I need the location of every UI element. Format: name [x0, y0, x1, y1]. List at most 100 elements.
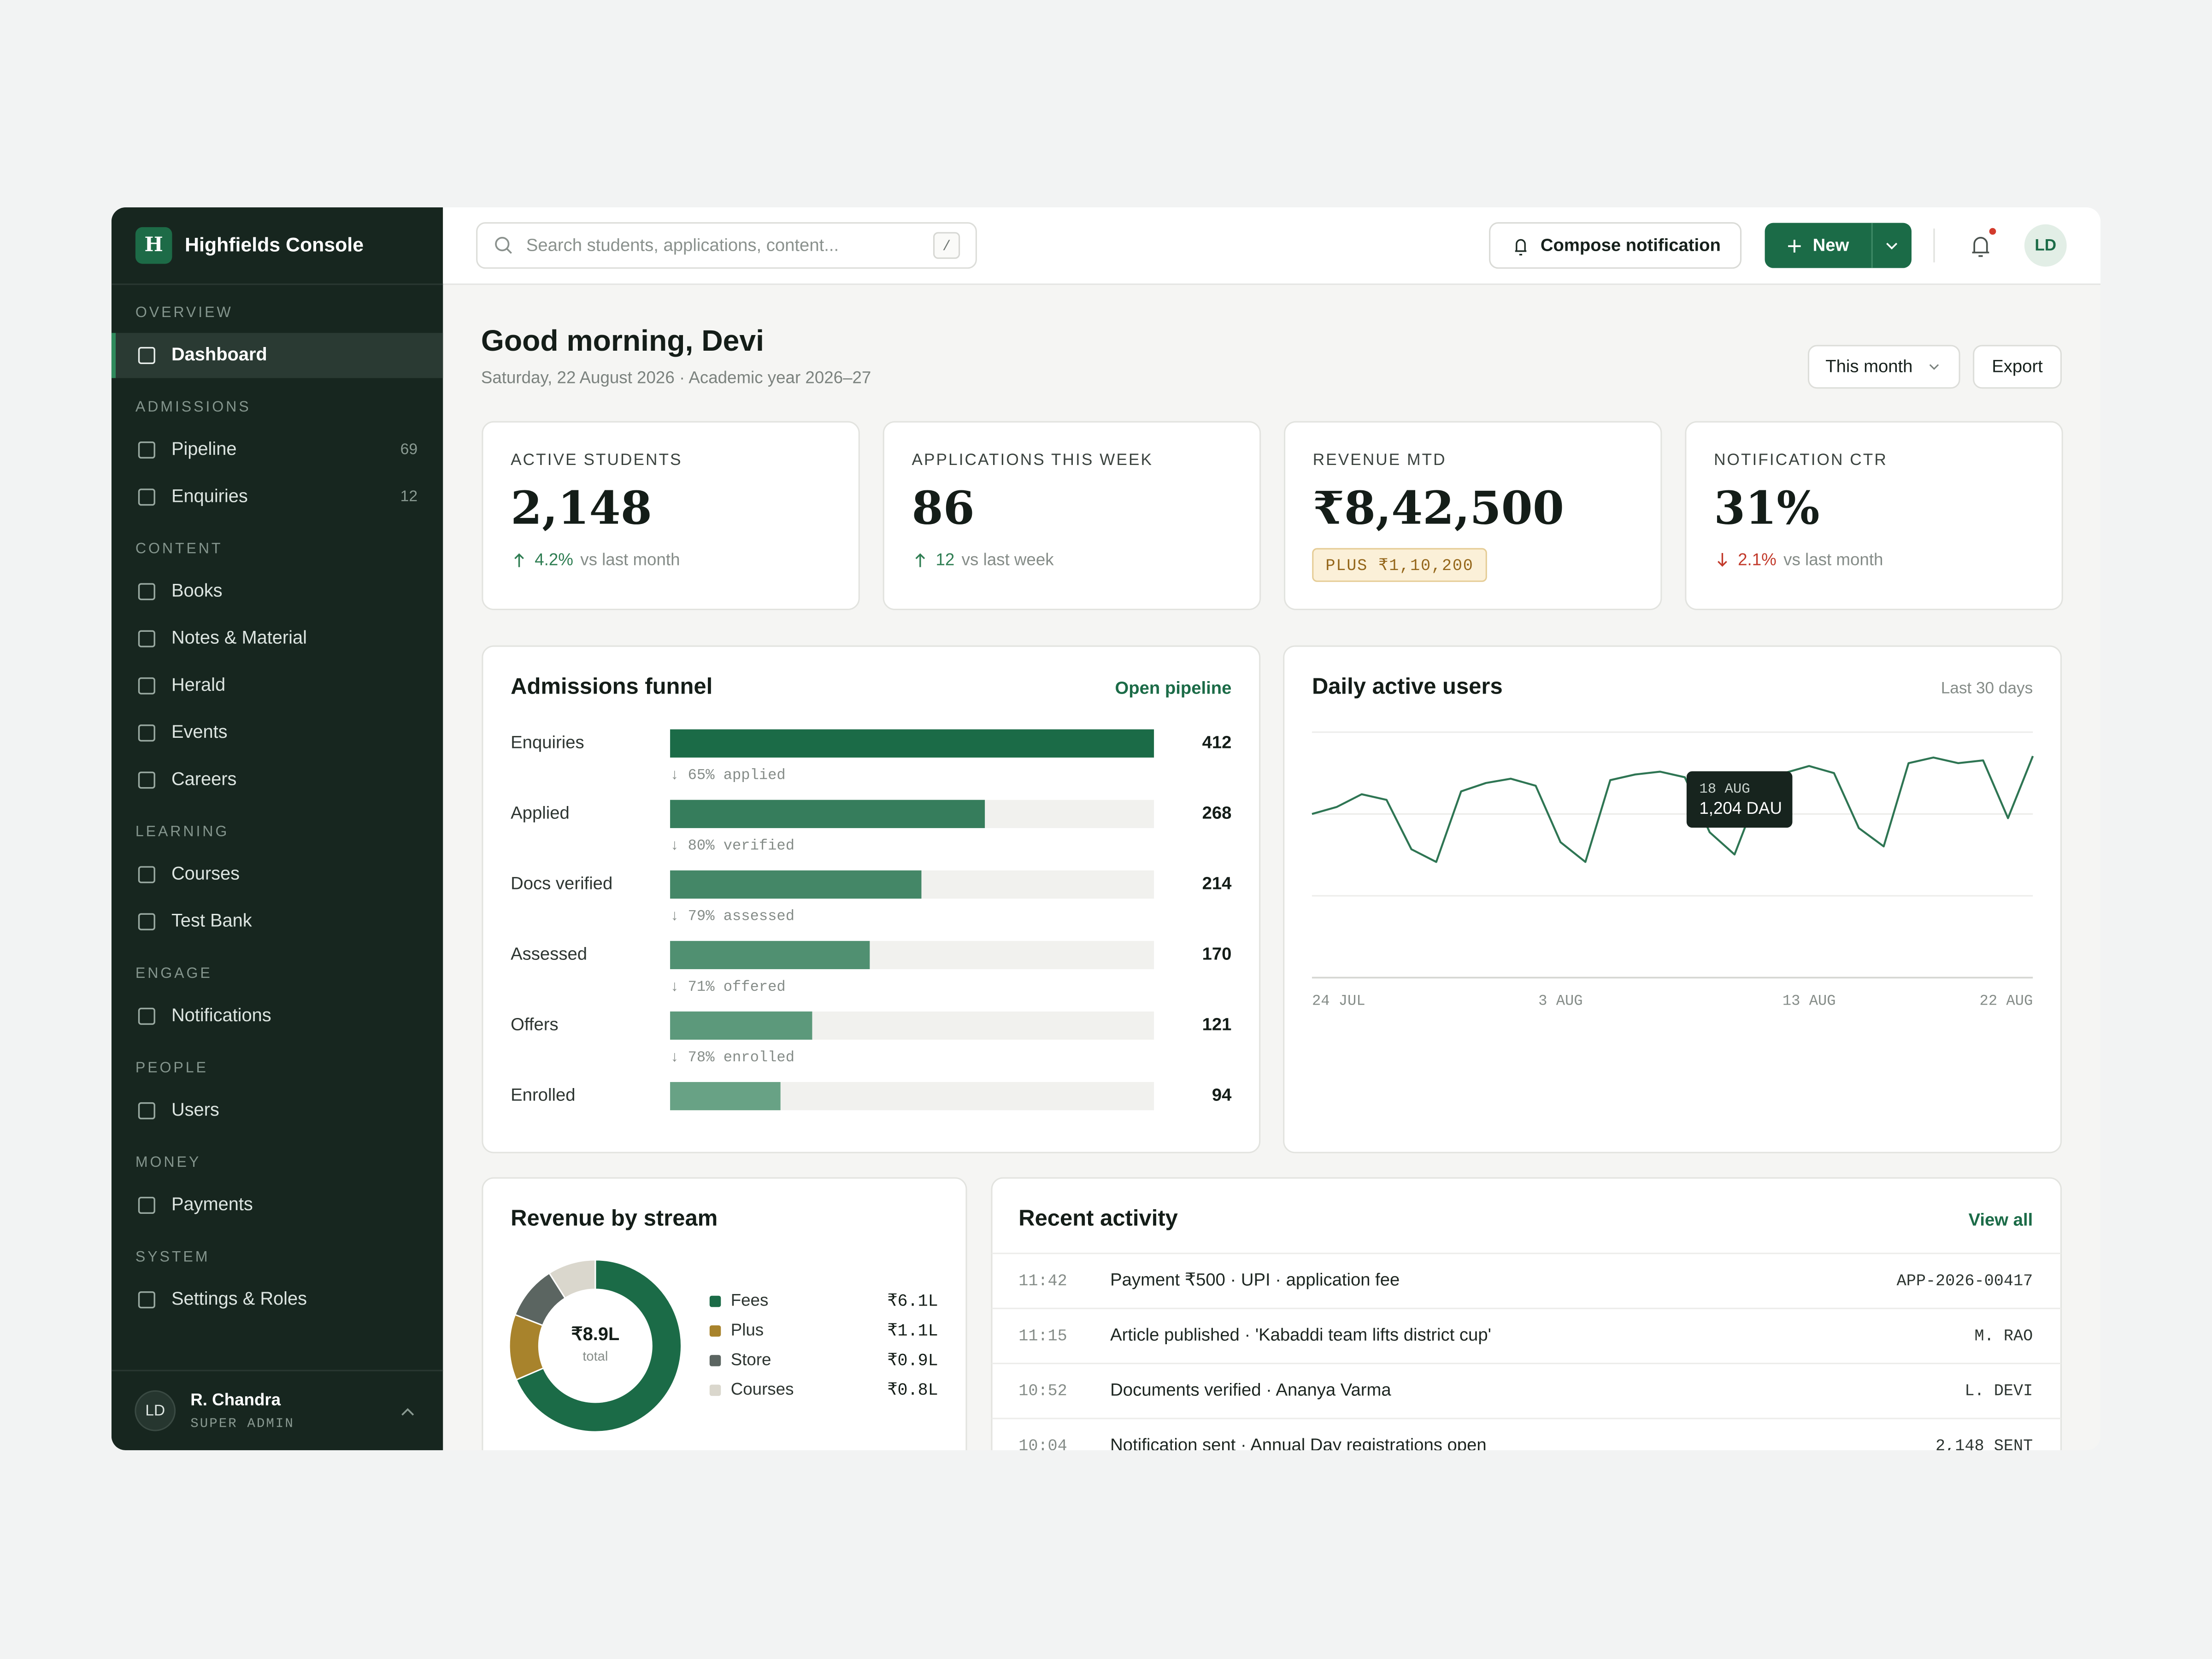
nav-item[interactable]: Notifications: [171, 1005, 271, 1025]
activity-title: Recent activity: [1018, 1206, 1178, 1230]
user-initials: LD: [145, 1402, 165, 1419]
period-chevron: [1929, 364, 1939, 370]
nav-icon: [138, 724, 155, 742]
activity-text: Documents verified · Ananya Varma: [1110, 1380, 1391, 1400]
nav-item[interactable]: Courses: [171, 863, 240, 883]
activity-time: 10:04: [1018, 1437, 1067, 1455]
brand-logo: [135, 227, 172, 264]
nav-item[interactable]: Notes & Material: [171, 628, 307, 648]
legend-value: ₹6.1L: [887, 1292, 938, 1312]
dau-title: Daily active users: [1312, 674, 1503, 699]
legend-value: ₹0.8L: [887, 1381, 938, 1400]
nav-item[interactable]: Dashboard: [171, 344, 267, 365]
funnel-bar: [670, 800, 985, 828]
nav-item[interactable]: Enquiries: [171, 486, 248, 506]
subtitle: Saturday, 22 August 2026 · Academic year…: [481, 368, 871, 387]
nav-icon: [138, 347, 155, 364]
nav-section-title: ADMISSIONS: [135, 398, 251, 415]
period-button[interactable]: [1807, 345, 1960, 389]
topbar-avatar-initials: LD: [2035, 236, 2056, 254]
nav-count: 69: [400, 441, 418, 458]
kpi-badge-text: PLUS ₹1,10,200: [1325, 557, 1473, 575]
export-label: Export: [1992, 357, 2043, 377]
greeting: Good morning, Devi: [481, 324, 764, 357]
x-tick-label: 3 AUG: [1538, 992, 1583, 1009]
legend-label: Fees: [731, 1291, 769, 1310]
nav-item[interactable]: Payments: [171, 1194, 253, 1214]
search-placeholder: Search students, applications, content..…: [526, 235, 839, 255]
compose-button[interactable]: [1489, 222, 1742, 269]
x-tick-label: 22 AUG: [1980, 992, 2033, 1009]
kpi-delta-arrow: [1718, 553, 1727, 567]
nav-item[interactable]: Users: [171, 1100, 219, 1120]
revenue-title: Revenue by stream: [511, 1206, 718, 1230]
nav-section-title: SYSTEM: [135, 1248, 210, 1265]
nav-icon: [138, 866, 155, 883]
activity-time: 11:42: [1018, 1272, 1067, 1290]
funnel-stage-name: Docs verified: [511, 873, 612, 893]
search-icon: [495, 236, 510, 252]
dau-line: [1312, 755, 2034, 863]
kpi-label: ACTIVE STUDENTS: [511, 451, 682, 469]
sidebar: [111, 207, 443, 1450]
nav-item[interactable]: Settings & Roles: [171, 1288, 307, 1309]
nav-item[interactable]: Events: [171, 722, 228, 742]
revenue-segment: [515, 1259, 682, 1433]
kpi-delta-arrow: [514, 553, 524, 567]
funnel-stage-name: Offers: [511, 1015, 558, 1035]
new-button[interactable]: [1765, 223, 1912, 268]
funnel-stage-value: 170: [1202, 944, 1232, 964]
kpi-card: [1685, 421, 2063, 610]
nav-item[interactable]: Pipeline: [171, 439, 237, 459]
revenue-segment: [548, 1259, 596, 1300]
funnel-stage-value: 94: [1212, 1085, 1232, 1105]
nav-icon: [138, 1102, 155, 1119]
funnel-bar: [670, 729, 1154, 758]
brand-initial: H: [144, 233, 163, 256]
nav-icon: [138, 771, 155, 789]
shortcut-label: /: [942, 239, 951, 254]
export-button[interactable]: [1973, 345, 2062, 389]
kpi-label: NOTIFICATION CTR: [1714, 451, 1888, 469]
topbar-avatar[interactable]: [2024, 224, 2067, 267]
funnel-stage-note: ↓ 65% applied: [670, 767, 786, 784]
kpi-delta: 4.2%: [535, 550, 573, 569]
kpi-label: REVENUE MTD: [1313, 451, 1447, 469]
notifications-dot: [1989, 228, 1996, 235]
period-label: This month: [1825, 357, 1912, 377]
nav-active-bg: [111, 333, 443, 378]
activity-link[interactable]: View all: [1969, 1210, 2033, 1230]
dau-card: [1283, 645, 2062, 1153]
funnel-bar: [670, 1011, 812, 1040]
compose-label: Compose notification: [1541, 235, 1721, 255]
nav-icon: [138, 913, 155, 930]
revenue-total-label: total: [582, 1349, 608, 1364]
search-box[interactable]: [476, 222, 977, 269]
nav-item[interactable]: Careers: [171, 769, 236, 789]
legend-swatch: [709, 1325, 721, 1337]
nav-item[interactable]: Herald: [171, 675, 225, 695]
funnel-stage-name: Assessed: [511, 944, 587, 964]
nav-section-title: CONTENT: [135, 540, 223, 557]
nav-item[interactable]: Books: [171, 580, 223, 600]
nav-item[interactable]: Test Bank: [171, 911, 252, 931]
funnel-bar: [670, 941, 870, 970]
activity-card: [991, 1177, 2062, 1450]
kpi-value: 31%: [1714, 482, 1819, 535]
user-role: SUPER ADMIN: [190, 1416, 294, 1431]
compose-bell-icon: [1515, 239, 1527, 256]
activity-ref: M. RAO: [1975, 1327, 2033, 1345]
funnel-stage-name: Enquiries: [511, 732, 584, 752]
kpi-delta-arrow: [915, 553, 925, 567]
kpi-delta-note: vs last month: [1783, 550, 1883, 569]
funnel-bar: [670, 1082, 781, 1111]
nav-icon: [138, 1196, 155, 1214]
activity-text: Notification sent · Annual Day registrat…: [1110, 1435, 1486, 1455]
nav-section-title: ENGAGE: [135, 965, 212, 981]
funnel-link[interactable]: Open pipeline: [1115, 678, 1232, 698]
new-dropdown-chevron[interactable]: [1886, 242, 1898, 250]
shortcut-key: [933, 232, 960, 259]
notifications-bell[interactable]: [1972, 236, 1989, 257]
funnel-stage-name: Enrolled: [511, 1085, 575, 1105]
